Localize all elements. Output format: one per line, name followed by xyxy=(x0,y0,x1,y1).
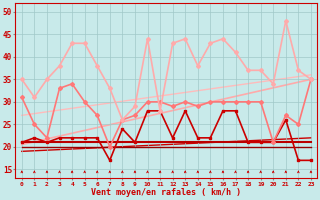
X-axis label: Vent moyen/en rafales ( km/h ): Vent moyen/en rafales ( km/h ) xyxy=(92,188,241,197)
